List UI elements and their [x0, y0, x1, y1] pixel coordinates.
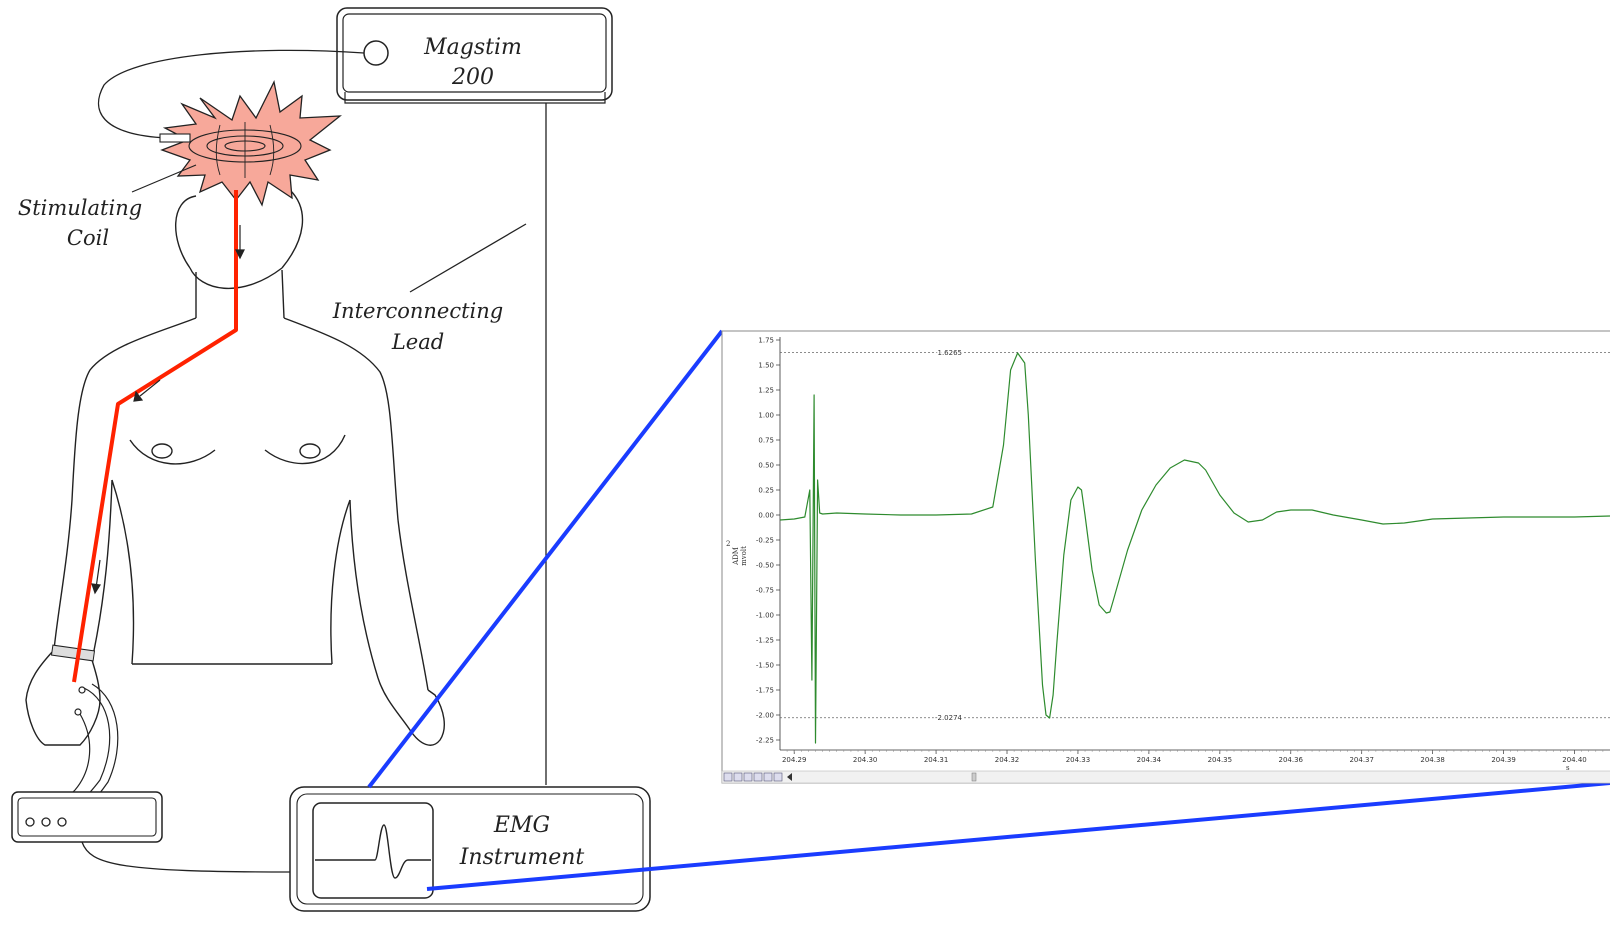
nipple-left — [151, 443, 173, 459]
scroll-thumb[interactable] — [971, 772, 977, 782]
toolbar-btn-1[interactable] — [723, 772, 733, 782]
coil-cable — [97, 49, 365, 139]
y-tick-label-16: -2.25 — [756, 737, 774, 745]
series-line-0 — [779, 352, 1610, 744]
cursor-label-max: 1.6265 — [938, 349, 963, 357]
amplifier-cable — [81, 841, 291, 873]
stimulating-coil — [159, 80, 342, 207]
x-tick-label-7: 204.36 — [1279, 756, 1304, 764]
direction-arrows — [91, 225, 245, 595]
y-tick-label-15: -2.00 — [756, 712, 774, 720]
y-tick-label-1: 1.50 — [758, 362, 774, 370]
mep-thumbnail-trace — [315, 824, 431, 879]
amplifier-headbox — [11, 791, 163, 843]
y-tick-label-7: 0.00 — [758, 512, 774, 520]
y-tick-label-3: 1.00 — [758, 412, 774, 420]
x-tick-label-0: 204.29 — [782, 756, 807, 764]
y-tick-label-12: -1.25 — [756, 637, 774, 645]
y-tick-label-9: -0.50 — [756, 562, 774, 570]
x-axis-unit: s — [1566, 764, 1570, 772]
toolbar-btn-5[interactable] — [763, 772, 773, 782]
y-tick-label-0: 1.75 — [758, 337, 774, 345]
emg-label-line2: Instrument — [459, 845, 585, 870]
toolbar-btn-4[interactable] — [753, 772, 763, 782]
x-tick-label-5: 204.34 — [1137, 756, 1162, 764]
coil-pointer — [131, 164, 197, 193]
y-tick-label-4: 0.75 — [758, 437, 774, 445]
x-tick-label-8: 204.37 — [1349, 756, 1374, 764]
y-tick-label-11: -1.00 — [756, 612, 774, 620]
y-axis-title-line1: ADM — [732, 547, 740, 566]
magstim-stimulator: Magstim 200 — [336, 7, 613, 104]
stimulator-label-line2: 200 — [451, 65, 494, 90]
stimulator-label-line1: Magstim — [423, 35, 522, 60]
scroll-left-arrow-icon[interactable] — [787, 773, 792, 781]
coil-handle — [159, 133, 191, 143]
coil-label-line1: Stimulating — [18, 196, 142, 220]
x-tick-label-1: 204.30 — [853, 756, 878, 764]
emg-label-line1: EMG — [493, 813, 550, 838]
y-tick-label-8: -0.25 — [756, 537, 774, 545]
chart-toolbar — [721, 770, 1610, 784]
wrist-ground-strap — [50, 644, 96, 662]
y-tick-label-14: -1.75 — [756, 687, 774, 695]
y-tick-label-10: -0.75 — [756, 587, 774, 595]
zoom-line-bottom — [426, 781, 1610, 891]
y-tick-label-2: 1.25 — [758, 387, 774, 395]
x-tick-label-6: 204.35 — [1208, 756, 1233, 764]
toolbar-btn-6[interactable] — [773, 772, 783, 782]
human-figure — [25, 189, 446, 746]
lead-pointer — [409, 223, 527, 293]
zoom-line-top — [367, 329, 724, 789]
lead-label-line1: Interconnecting — [332, 299, 504, 323]
emg-chart-window: 2 ADM mvolt s 1.75 1.50 1.25 1.00 0.75 0.50 0.… — [721, 330, 1610, 784]
emg-screen — [312, 802, 434, 899]
toolbar-btn-3[interactable] — [743, 772, 753, 782]
y-tick-label-13: -1.50 — [756, 662, 774, 670]
motor-pathway — [72, 190, 238, 683]
nipple-right — [299, 443, 321, 459]
toolbar-btn-2[interactable] — [733, 772, 743, 782]
y-tick-label-5: 0.50 — [758, 462, 774, 470]
channel-number: 2 — [726, 540, 730, 548]
cursor-label-min: -2.0274 — [935, 714, 963, 722]
y-tick-label-6: 0.25 — [758, 487, 774, 495]
x-tick-label-9: 204.38 — [1420, 756, 1445, 764]
x-tick-label-10: 204.39 — [1491, 756, 1516, 764]
x-tick-label-3: 204.32 — [995, 756, 1020, 764]
emg-instrument: EMG Instrument — [289, 786, 651, 912]
lead-label-line2: Lead — [391, 330, 444, 354]
y-axis-title-line2: mvolt — [740, 546, 748, 566]
mep-chart: 2 ADM mvolt s 1.75 1.50 1.25 1.00 0.75 0.50 0.… — [726, 337, 1610, 772]
x-tick-label-2: 204.31 — [924, 756, 949, 764]
coil-label-line2: Coil — [67, 226, 109, 250]
x-tick-label-11: 204.40 — [1562, 756, 1587, 764]
x-tick-label-4: 204.33 — [1066, 756, 1091, 764]
